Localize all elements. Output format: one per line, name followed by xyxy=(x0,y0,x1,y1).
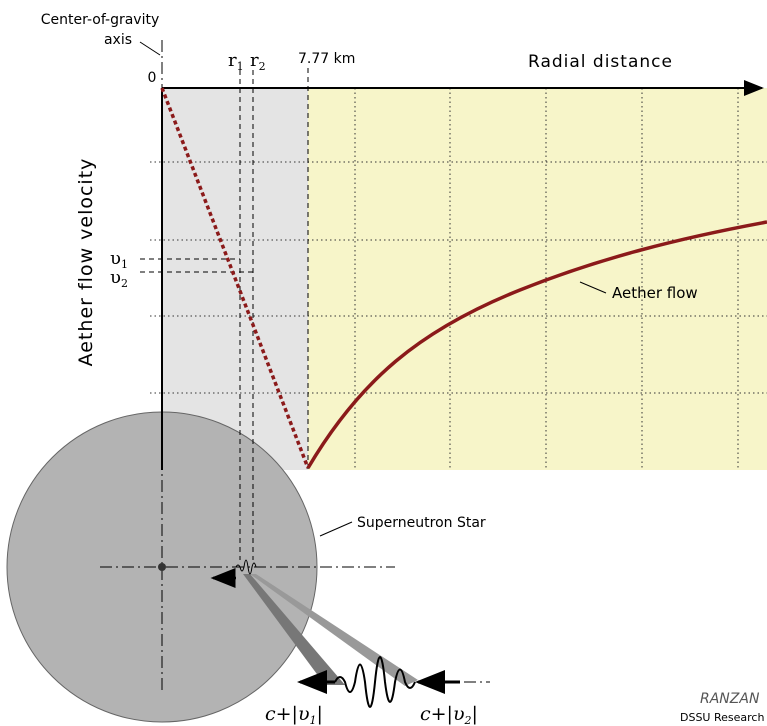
label: r2 xyxy=(250,50,266,73)
leader xyxy=(319,521,353,537)
centre xyxy=(158,563,166,571)
text: 2 xyxy=(259,60,266,73)
aether-flow-curve xyxy=(306,220,767,469)
text: 2 xyxy=(464,714,472,726)
label: Center-of-gravity xyxy=(41,12,160,28)
text: υ xyxy=(110,267,121,288)
label: r1 xyxy=(228,50,244,73)
text: | xyxy=(472,703,478,725)
credit: DSSU Research xyxy=(680,711,764,724)
text: 1 xyxy=(237,60,244,73)
text: r xyxy=(250,50,259,71)
interior-flow xyxy=(160,87,310,469)
label: c+|υ2| xyxy=(420,703,478,726)
beam xyxy=(243,574,345,685)
text: c+|υ xyxy=(420,703,465,725)
label: Aether flow velocity xyxy=(75,158,97,367)
label: υ2 xyxy=(110,267,128,290)
text: υ xyxy=(110,248,121,269)
grid xyxy=(150,88,767,470)
text: 1 xyxy=(310,714,317,726)
label: Radial distance xyxy=(528,52,673,72)
label: Superneutron Star xyxy=(357,515,486,531)
wavelet xyxy=(235,559,257,575)
text: r xyxy=(228,50,237,71)
exterior-region xyxy=(308,88,767,470)
logo: RANZAN xyxy=(700,691,760,707)
beam xyxy=(250,574,418,686)
text: 1 xyxy=(121,258,128,271)
label: 0 xyxy=(148,70,157,86)
label: 7.77 km xyxy=(298,51,355,67)
label: axis xyxy=(104,32,132,48)
wave-packet xyxy=(334,656,416,708)
text: 2 xyxy=(121,277,128,290)
label: υ1 xyxy=(110,248,128,271)
label: Aether flow xyxy=(612,284,698,302)
label: c+|υ1| xyxy=(265,703,323,726)
leader xyxy=(579,281,607,294)
leader xyxy=(139,41,161,56)
text: | xyxy=(317,703,323,725)
text: c+|υ xyxy=(265,703,310,725)
